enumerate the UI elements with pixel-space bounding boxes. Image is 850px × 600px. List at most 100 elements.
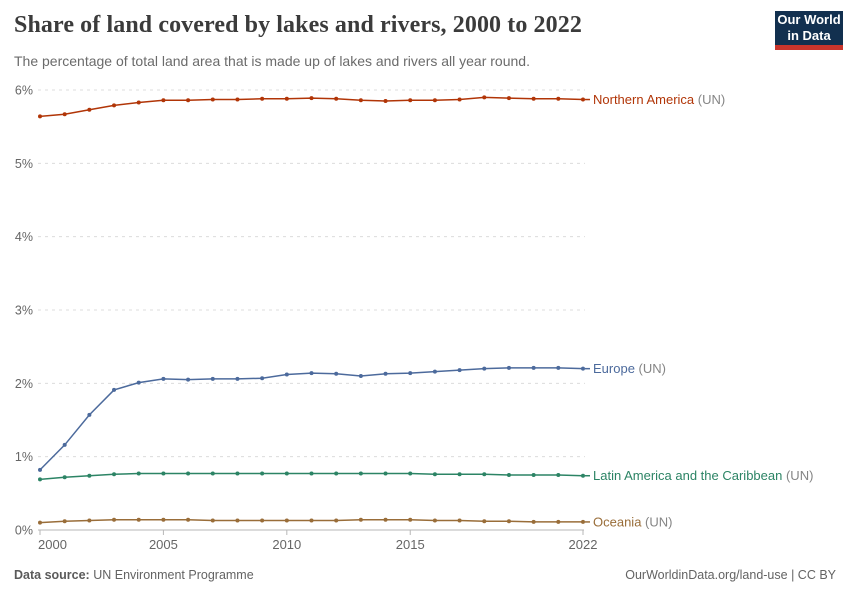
data-point-latin-america-and-the-caribbean[interactable] xyxy=(38,477,42,482)
data-point-europe[interactable] xyxy=(161,376,166,381)
data-point-latin-america-and-the-caribbean[interactable] xyxy=(556,473,561,477)
data-point-northern-america[interactable] xyxy=(531,96,536,101)
data-point-northern-america[interactable] xyxy=(186,98,191,103)
data-point-oceania[interactable] xyxy=(186,517,191,522)
series-label-oceania[interactable]: Oceania (UN) xyxy=(593,514,672,529)
line-chart[interactable]: 0% 1% 2% 3% 4% 5% 6% 2000 2005 2010 2015 2022 Northe… xyxy=(0,75,850,555)
data-point-latin-america-and-the-caribbean[interactable] xyxy=(161,471,166,476)
footer-license[interactable]: CC BY xyxy=(797,568,836,582)
data-point-europe[interactable] xyxy=(334,371,339,376)
data-point-oceania[interactable] xyxy=(112,517,117,522)
data-point-oceania[interactable] xyxy=(358,517,363,522)
series-line-northern-america[interactable] xyxy=(39,96,584,118)
data-point-oceania[interactable] xyxy=(38,520,42,525)
data-point-europe[interactable] xyxy=(482,366,487,371)
data-point-latin-america-and-the-caribbean[interactable] xyxy=(482,472,487,477)
data-point-europe[interactable] xyxy=(383,371,388,376)
data-point-northern-america[interactable] xyxy=(38,114,42,119)
data-point-oceania[interactable] xyxy=(235,518,240,523)
data-point-latin-america-and-the-caribbean[interactable] xyxy=(112,472,117,477)
data-point-northern-america[interactable] xyxy=(358,98,363,103)
data-point-northern-america[interactable] xyxy=(136,100,141,105)
data-point-oceania[interactable] xyxy=(309,518,314,523)
data-point-oceania[interactable] xyxy=(531,519,536,524)
data-point-northern-america[interactable] xyxy=(334,96,339,101)
data-point-latin-america-and-the-caribbean[interactable] xyxy=(235,471,240,476)
data-point-northern-america[interactable] xyxy=(112,103,117,108)
series-label-europe[interactable]: Europe (UN) xyxy=(593,361,666,376)
data-point-northern-america[interactable] xyxy=(581,97,585,102)
data-point-europe[interactable] xyxy=(38,467,42,472)
data-point-oceania[interactable] xyxy=(556,519,561,524)
data-point-latin-america-and-the-caribbean[interactable] xyxy=(506,473,511,477)
data-point-latin-america-and-the-caribbean[interactable] xyxy=(186,471,191,476)
data-point-northern-america[interactable] xyxy=(210,97,215,102)
data-point-northern-america[interactable] xyxy=(482,95,487,100)
data-point-latin-america-and-the-caribbean[interactable] xyxy=(87,473,92,478)
data-point-europe[interactable] xyxy=(581,366,585,371)
data-point-europe[interactable] xyxy=(432,369,437,374)
data-point-northern-america[interactable] xyxy=(556,96,561,101)
data-point-latin-america-and-the-caribbean[interactable] xyxy=(383,471,388,476)
data-point-europe[interactable] xyxy=(260,376,265,381)
data-point-europe[interactable] xyxy=(457,368,462,373)
series-label-latin-america-and-the-caribbean[interactable]: Latin America and the Caribbean (UN) xyxy=(593,468,813,483)
data-point-europe[interactable] xyxy=(408,371,413,376)
data-point-europe[interactable] xyxy=(186,377,191,382)
data-point-northern-america[interactable] xyxy=(87,107,92,112)
series-label-northern-america[interactable]: Northern America (UN) xyxy=(593,92,725,107)
data-point-europe[interactable] xyxy=(506,365,511,370)
data-point-europe[interactable] xyxy=(112,387,117,392)
data-point-europe[interactable] xyxy=(235,376,240,381)
data-point-northern-america[interactable] xyxy=(235,97,240,102)
data-point-oceania[interactable] xyxy=(161,517,166,522)
data-point-latin-america-and-the-caribbean[interactable] xyxy=(457,472,462,477)
data-point-europe[interactable] xyxy=(210,376,215,381)
data-point-oceania[interactable] xyxy=(284,518,289,523)
data-point-latin-america-and-the-caribbean[interactable] xyxy=(136,471,141,476)
data-point-europe[interactable] xyxy=(556,365,561,370)
data-point-northern-america[interactable] xyxy=(284,96,289,101)
data-point-latin-america-and-the-caribbean[interactable] xyxy=(432,472,437,477)
data-point-latin-america-and-the-caribbean[interactable] xyxy=(309,471,314,476)
footer-credit[interactable]: OurWorldinData.org/land-use | CC BY xyxy=(625,568,836,582)
data-point-latin-america-and-the-caribbean[interactable] xyxy=(284,471,289,476)
data-point-oceania[interactable] xyxy=(136,517,141,522)
data-point-latin-america-and-the-caribbean[interactable] xyxy=(334,471,339,476)
data-point-oceania[interactable] xyxy=(383,517,388,522)
data-point-northern-america[interactable] xyxy=(506,96,511,101)
data-point-europe[interactable] xyxy=(62,442,67,447)
data-point-northern-america[interactable] xyxy=(383,99,388,103)
data-point-europe[interactable] xyxy=(87,412,92,417)
data-point-europe[interactable] xyxy=(284,372,289,377)
data-point-oceania[interactable] xyxy=(432,518,437,523)
owid-logo[interactable]: Our World in Data xyxy=(775,11,843,50)
data-point-oceania[interactable] xyxy=(87,518,92,523)
data-point-northern-america[interactable] xyxy=(161,98,166,103)
data-point-northern-america[interactable] xyxy=(260,96,265,101)
data-point-oceania[interactable] xyxy=(457,518,462,523)
data-point-oceania[interactable] xyxy=(210,518,215,523)
data-point-latin-america-and-the-caribbean[interactable] xyxy=(62,475,67,480)
data-point-northern-america[interactable] xyxy=(62,112,67,117)
data-point-oceania[interactable] xyxy=(260,518,265,523)
data-point-northern-america[interactable] xyxy=(408,98,413,103)
data-point-oceania[interactable] xyxy=(408,517,413,522)
data-point-northern-america[interactable] xyxy=(457,97,462,102)
footer-link[interactable]: OurWorldinData.org/land-use xyxy=(625,568,788,582)
data-point-northern-america[interactable] xyxy=(309,96,314,101)
data-point-latin-america-and-the-caribbean[interactable] xyxy=(408,471,413,476)
data-point-latin-america-and-the-caribbean[interactable] xyxy=(531,473,536,477)
data-point-oceania[interactable] xyxy=(334,518,339,523)
data-point-latin-america-and-the-caribbean[interactable] xyxy=(358,471,363,476)
data-point-europe[interactable] xyxy=(531,365,536,370)
data-point-oceania[interactable] xyxy=(506,519,511,524)
data-point-oceania[interactable] xyxy=(62,519,67,524)
data-point-oceania[interactable] xyxy=(581,519,585,524)
data-point-europe[interactable] xyxy=(136,380,141,385)
data-point-northern-america[interactable] xyxy=(432,98,437,103)
data-point-oceania[interactable] xyxy=(482,519,487,524)
data-point-latin-america-and-the-caribbean[interactable] xyxy=(581,473,585,478)
data-point-latin-america-and-the-caribbean[interactable] xyxy=(210,471,215,476)
data-point-europe[interactable] xyxy=(358,374,363,378)
